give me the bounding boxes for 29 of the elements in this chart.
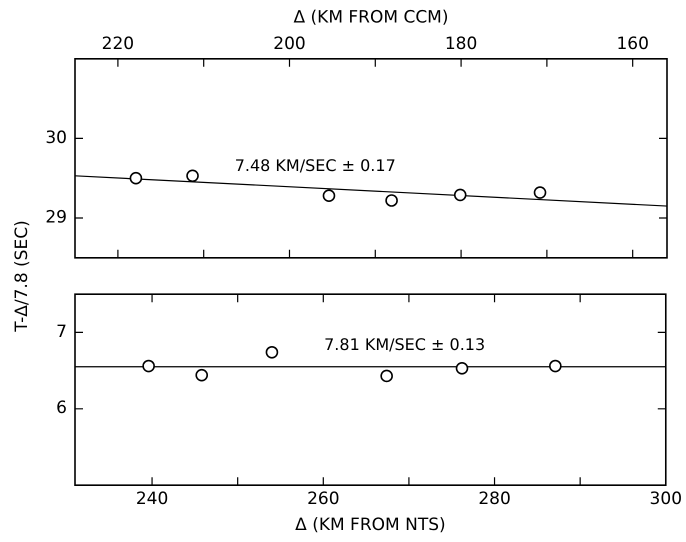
y-tick-label: 29: [45, 207, 67, 228]
y-axis-title: T-Δ/7.8 (SEC): [12, 220, 32, 332]
x-axis-title: Δ (KM FROM CCM): [294, 8, 448, 28]
x-tick-label: 240: [136, 488, 168, 509]
point: [130, 172, 142, 184]
point: [142, 360, 155, 372]
x-tick-label: 220: [102, 34, 134, 54]
point: [195, 368, 208, 382]
point: [456, 362, 468, 375]
annotation: 7.48 KM/SEC ± 0.17: [234, 156, 396, 175]
y-tick-label: 6: [56, 398, 67, 418]
point: [385, 194, 398, 207]
point: [380, 370, 393, 382]
x-tick-label: 260: [307, 488, 340, 509]
x-tick-label: 180: [444, 34, 478, 54]
point: [454, 188, 467, 202]
x-tick-label: 200: [273, 34, 306, 54]
point: [549, 360, 562, 372]
point: [266, 346, 278, 359]
x-axis-title: Δ (KM FROM NTS): [295, 515, 446, 536]
point: [322, 189, 336, 202]
point: [534, 186, 546, 199]
x-tick-label: 280: [478, 488, 511, 509]
y-tick-label: 7: [56, 322, 67, 342]
annotation: 7.81 KM/SEC ± 0.13: [324, 334, 486, 354]
point: [186, 170, 199, 182]
x-tick-label: 160: [616, 34, 649, 54]
x-tick-label: 300: [650, 488, 682, 509]
y-tick-label: 30: [45, 128, 67, 148]
